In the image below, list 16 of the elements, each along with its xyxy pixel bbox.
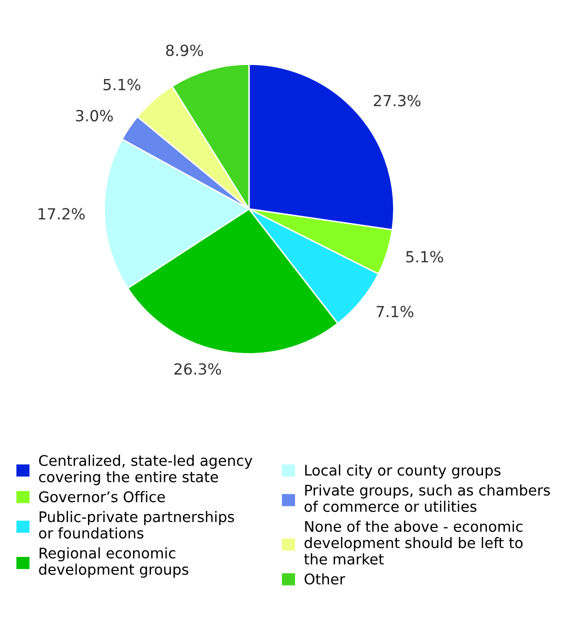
legend-label: Private groups, such as chambers of commerce or utilities <box>304 484 550 512</box>
legend-label: Other <box>304 573 346 585</box>
data-label: 26.3% <box>174 363 222 375</box>
legend-label: Governor’s Office <box>39 491 165 502</box>
data-label: 5.1% <box>406 250 444 263</box>
data-label: 8.9% <box>166 44 203 56</box>
data-label: 27.3% <box>374 94 420 106</box>
data-label: 5.1% <box>104 78 140 90</box>
legend-label: None of the above - economic development should be left to the market <box>304 520 523 565</box>
data-label: 17.2% <box>38 208 85 220</box>
data-label: 3.0% <box>76 110 113 122</box>
legend-label: Regional economic development groups <box>39 547 188 578</box>
legend-label: Local city or county groups <box>305 464 500 479</box>
legend-label: Centralized, state-led agency covering the entire state <box>39 454 252 486</box>
legend-label: Public-private partnerships or foundations <box>39 510 234 539</box>
data-label: 7.1% <box>376 306 414 318</box>
